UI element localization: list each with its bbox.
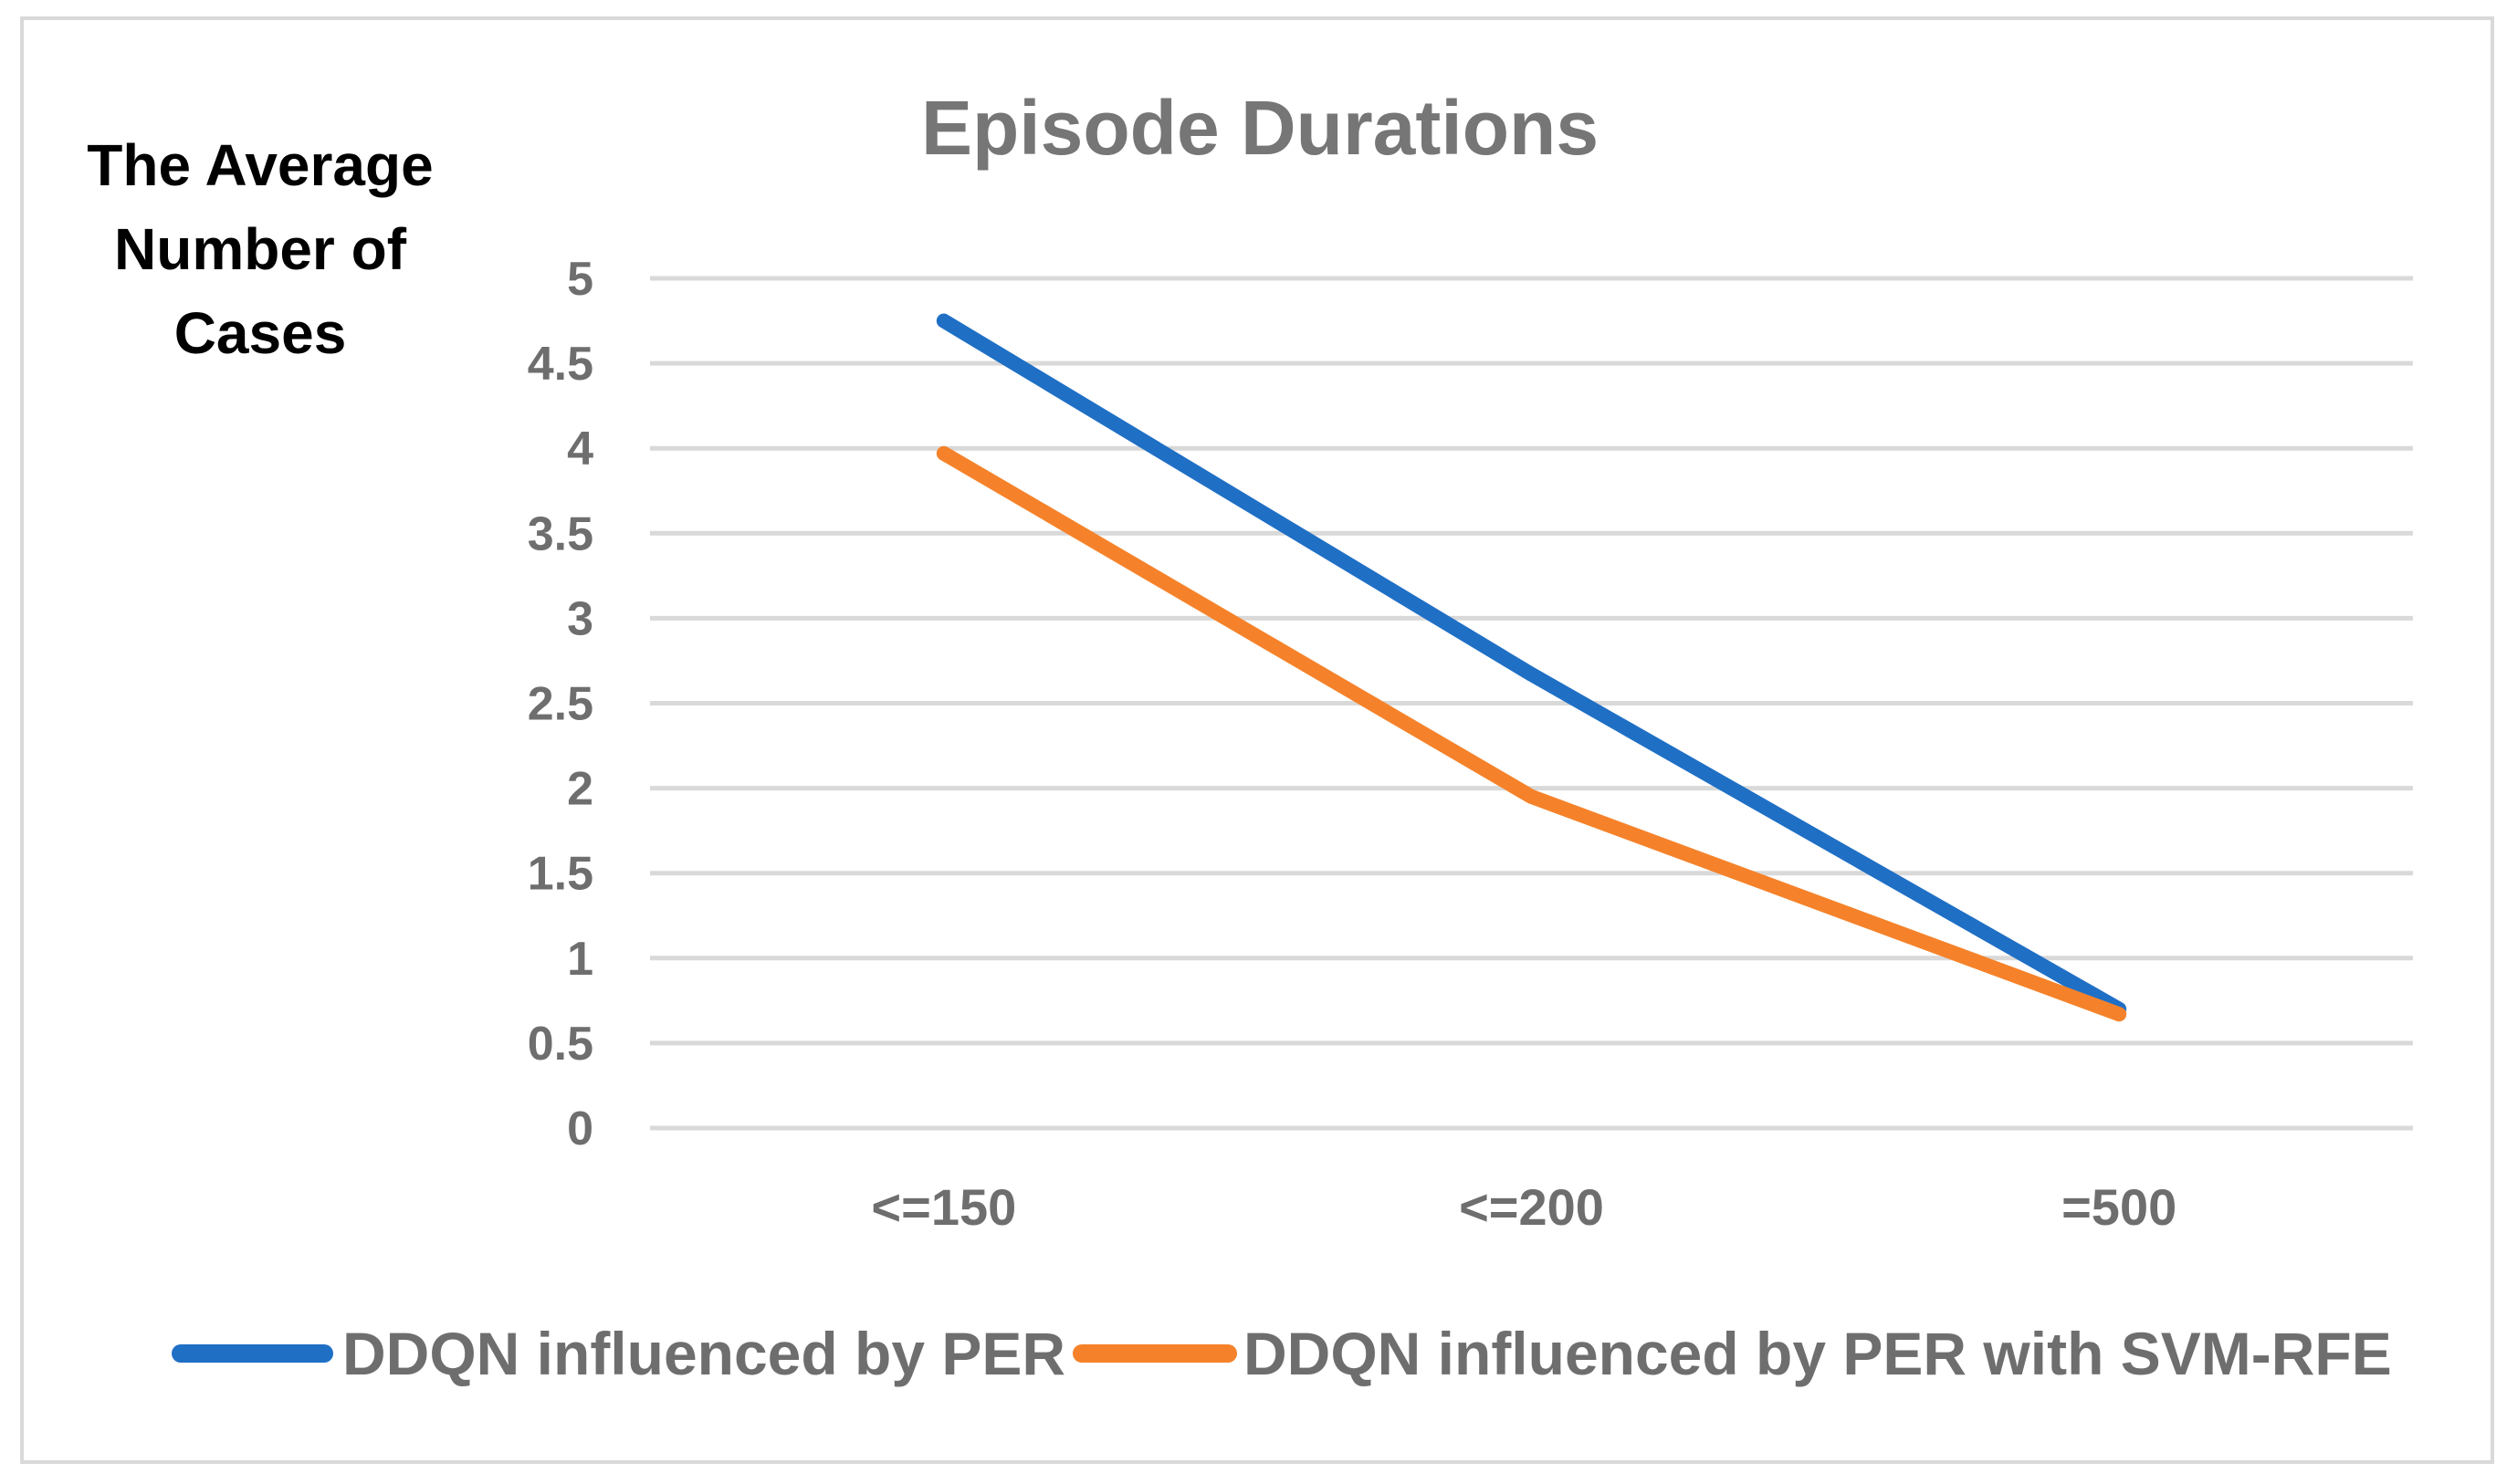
series-line-1 [936,313,2127,1017]
x-tick-label: <=150 [871,1178,1016,1236]
y-tick-label: 4 [567,423,593,476]
legend: DDQN influenced by PER DDQN influenced by… [172,1320,2392,1387]
y-axis-label-line-1: The Average [87,132,434,198]
y-axis-ticks: 0 0.5 1 1.5 2 2.5 3 3.5 4 4.5 5 [528,253,593,1155]
chart-title: Episode Durations [920,85,1599,171]
gridlines [650,276,2413,1131]
y-tick-label: 4.5 [528,338,593,391]
y-tick-label: 1 [567,933,593,986]
y-tick-label: 0 [567,1103,593,1155]
y-tick-label: 3.5 [528,507,593,560]
y-tick-label: 2.5 [528,678,593,731]
y-tick-label: 3 [567,592,593,645]
y-tick-label: 5 [567,253,593,306]
y-tick-label: 0.5 [528,1018,593,1071]
y-axis-label-line-3: Cases [173,300,347,366]
x-tick-label: =500 [2061,1178,2176,1236]
x-tick-label: <=200 [1459,1178,1604,1236]
y-axis-label: The Average Number of Cases [37,123,484,375]
legend-label-2: DDQN influenced by PER with SVM-RFE [1243,1320,2392,1387]
x-axis-ticks: <=150 <=200 =500 [871,1178,2176,1236]
series-line-2 [936,445,2127,1022]
y-axis-label-line-2: Number of [114,216,406,282]
legend-label-1: DDQN influenced by PER [342,1320,1065,1387]
y-tick-label: 1.5 [528,848,593,901]
series-lines [936,313,2127,1022]
y-tick-label: 2 [567,763,593,816]
chart-frame [20,16,2494,1464]
